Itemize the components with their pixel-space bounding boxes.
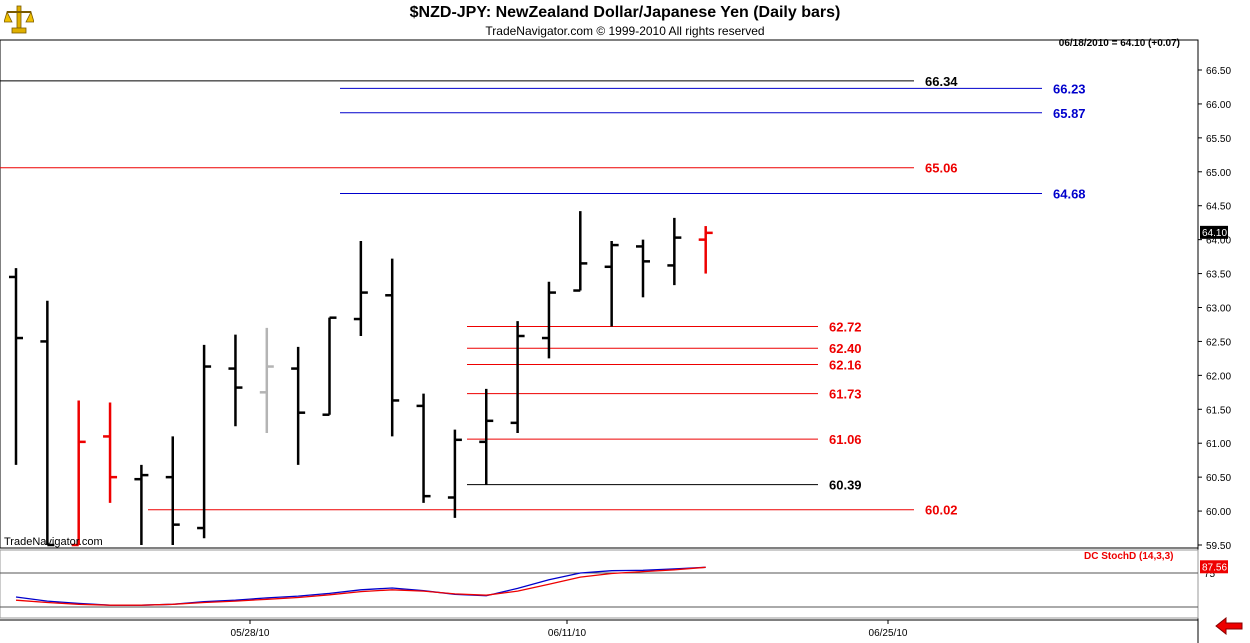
stoch-y-tick-label: 75 (1204, 569, 1216, 580)
y-tick-label: 63.50 (1206, 270, 1231, 281)
y-tick-label: 65.50 (1206, 134, 1231, 145)
last-price-box (1200, 225, 1228, 239)
stoch-title: DC StochD (14,3,3) (1084, 551, 1173, 562)
scales-icon[interactable] (4, 4, 34, 36)
level-label: 62.40 (829, 341, 862, 356)
last-price-label: 64.10 (1202, 228, 1227, 239)
level-label: 61.06 (829, 432, 862, 447)
y-tick-label: 60.50 (1206, 473, 1231, 484)
stoch-line (15, 566, 706, 606)
level-label: 61.73 (829, 387, 862, 402)
level-label: 66.34 (925, 74, 958, 89)
level-label: 60.39 (829, 478, 862, 493)
level-label: 60.02 (925, 503, 958, 518)
y-tick-label: 65.00 (1206, 168, 1231, 179)
title-bar: $NZD-JPY: NewZealand Dollar/Japanese Yen… (0, 0, 1250, 40)
price-panel-frame (0, 39, 1199, 549)
red-left-arrow-icon[interactable] (1214, 617, 1244, 635)
y-tick-label: 59.50 (1206, 541, 1231, 552)
watermark-label: TradeNavigator.com (4, 536, 103, 548)
y-tick-label: 63.00 (1206, 304, 1231, 315)
y-tick-label: 64.50 (1206, 202, 1231, 213)
level-label: 65.06 (925, 161, 958, 176)
stoch-value-label: 87.56 (1202, 562, 1227, 573)
y-tick-label: 61.00 (1206, 439, 1231, 450)
x-tick-label: 06/11/10 (548, 628, 587, 639)
chart-title: $NZD-JPY: NewZealand Dollar/Japanese Yen… (409, 4, 841, 21)
level-label: 62.16 (829, 358, 862, 373)
level-label: 65.87 (1053, 106, 1086, 121)
last-quote: 06/18/2010 = 64.10 (+0.07) (1058, 38, 1180, 49)
y-tick-label: 61.50 (1206, 405, 1231, 416)
y-tick-label: 60.00 (1206, 507, 1231, 518)
copyright-subtitle: TradeNavigator.com © 1999-2010 All right… (485, 24, 765, 38)
stoch-value-box (1200, 560, 1228, 574)
y-tick-label: 66.50 (1206, 66, 1231, 77)
y-tick-label: 64.00 (1206, 236, 1231, 247)
y-tick-label: 62.00 (1206, 371, 1231, 382)
level-label: 62.72 (829, 320, 862, 335)
y-tick-label: 66.00 (1206, 100, 1231, 111)
level-label: 64.68 (1053, 187, 1086, 202)
x-tick-label: 05/28/10 (231, 628, 270, 639)
x-tick-label: 06/25/10 (869, 628, 908, 639)
level-label: 66.23 (1053, 81, 1086, 96)
y-tick-label: 62.50 (1206, 337, 1231, 348)
stoch-panel-frame (0, 549, 1199, 619)
